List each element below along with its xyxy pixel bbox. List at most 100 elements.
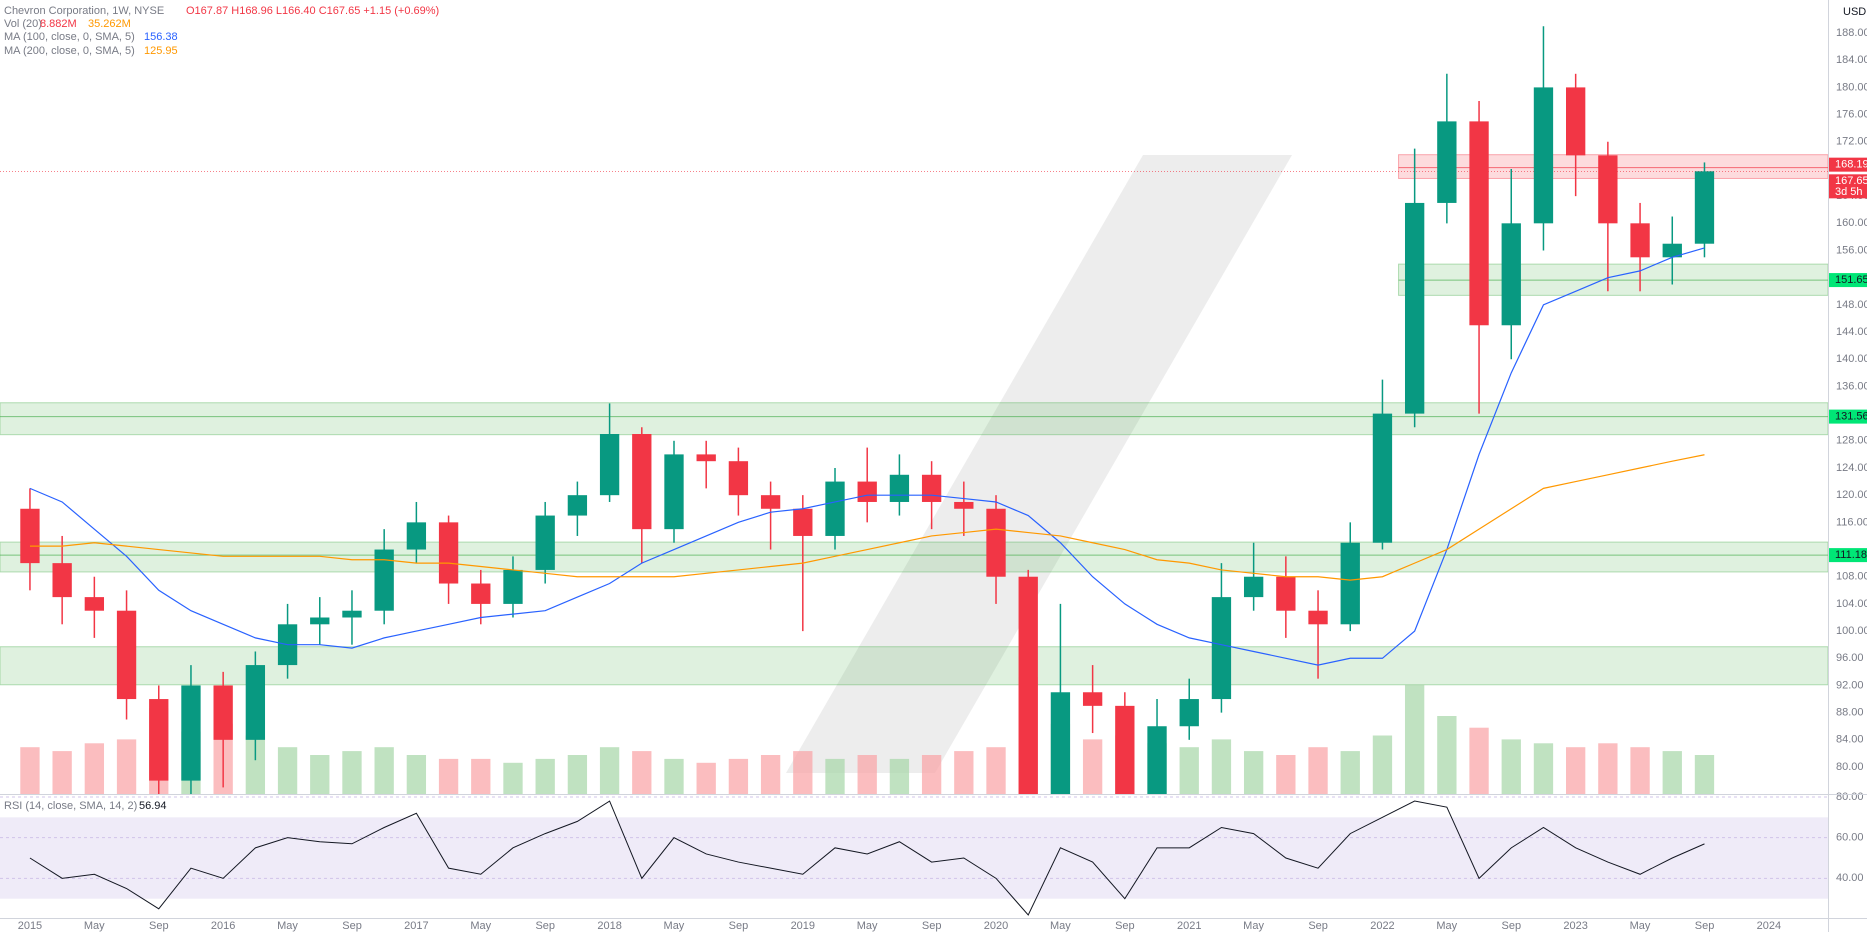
volume-bar (696, 762, 716, 794)
candle-body (1147, 726, 1167, 794)
x-tick-label: May (470, 920, 491, 932)
volume-bar (632, 751, 652, 794)
x-tick-label: Sep (729, 920, 749, 932)
candle-body (503, 569, 523, 604)
volume-bar (1211, 739, 1232, 794)
y-tick-label: 180.00 (1836, 81, 1867, 93)
ma200-value: 125.95 (144, 45, 178, 57)
candle-body (1018, 576, 1038, 794)
currency: USD (1843, 6, 1866, 18)
volume-bar (664, 758, 684, 794)
x-tick-label: May (664, 920, 685, 932)
volume-bar (728, 758, 749, 794)
volume-bar (1179, 747, 1199, 794)
volume-bar (1598, 743, 1618, 794)
x-tick-label: Sep (149, 920, 169, 932)
rsi-tick-label: 40.00 (1836, 872, 1864, 884)
candle-body (1598, 155, 1618, 224)
y-tick-label: 96.00 (1836, 652, 1864, 664)
volume-bar (1437, 716, 1457, 794)
ohlc: O167.87 H168.96 L166.40 C167.65 +1.15 (+… (186, 5, 439, 17)
x-tick-label: Sep (1308, 920, 1328, 932)
volume-ma-value: 35.262M (88, 18, 131, 30)
y-tick-label: 184.00 (1836, 54, 1867, 66)
x-tick-label: Sep (342, 920, 362, 932)
y-tick-label: 88.00 (1836, 707, 1864, 719)
candle-body (954, 501, 974, 509)
rsi-value: 56.94 (139, 800, 167, 812)
candle-body (20, 508, 40, 564)
rsi-line (29, 800, 1705, 916)
volume-bar (245, 735, 266, 794)
ma100-legend: MA (100, close, 0, SMA, 5) (4, 31, 135, 43)
volume-bar (406, 755, 427, 794)
countdown: 3d 5h (1835, 186, 1863, 198)
x-tick-label: May (277, 920, 298, 932)
rsi-legend: RSI (14, close, SMA, 14, 2) (4, 800, 137, 812)
volume-bar (277, 747, 298, 794)
candle-body (986, 508, 1006, 577)
y-tick-label: 116.00 (1836, 516, 1867, 528)
y-tick-label: 176.00 (1836, 108, 1867, 120)
price-label: 151.65 (1835, 274, 1867, 286)
candle-body (889, 474, 910, 502)
y-tick-label: 128.00 (1836, 435, 1867, 447)
volume-legend: Vol (20) (4, 18, 42, 30)
symbol-title: Chevron Corporation, 1W, NYSE (4, 5, 164, 17)
last-price-label: 167.65 (1835, 175, 1867, 187)
x-tick-label: 2021 (1177, 920, 1201, 932)
x-tick-label: 2017 (404, 920, 428, 932)
candle-body (1276, 576, 1296, 611)
candle-body (1694, 171, 1715, 244)
volume-bar (1243, 751, 1264, 794)
x-tick-label: May (1436, 920, 1457, 932)
candle-body (1179, 699, 1199, 727)
volume-bar (1082, 739, 1103, 794)
candle-body (728, 461, 749, 496)
volume-bar (793, 751, 813, 794)
candle-body (1469, 121, 1489, 326)
candle-body (1662, 243, 1682, 258)
volume-bar (374, 747, 394, 794)
price-label-bg (1829, 157, 1867, 172)
candle-body (760, 495, 781, 509)
candle-body (213, 685, 233, 740)
ma200-legend: MA (200, close, 0, SMA, 5) (4, 45, 135, 57)
y-tick-label: 108.00 (1836, 571, 1867, 583)
candle-body (52, 563, 72, 598)
x-tick-label: May (1050, 920, 1071, 932)
x-tick-label: May (84, 920, 105, 932)
y-tick-label: 92.00 (1836, 679, 1864, 691)
y-tick-label: 124.00 (1836, 462, 1867, 474)
volume-bar (1340, 751, 1360, 794)
x-tick-label: Sep (1695, 920, 1715, 932)
zone (0, 402, 1828, 436)
moving-average (29, 247, 1705, 666)
volume-value: 8.882M (40, 18, 77, 30)
candle-body (1566, 87, 1586, 156)
volume-bar (954, 751, 974, 794)
y-tick-label: 140.00 (1836, 353, 1867, 365)
watermark (786, 155, 1292, 773)
volume-bar (116, 739, 137, 794)
candle-body (664, 454, 684, 530)
candle-body (599, 434, 620, 496)
volume-bar (1469, 727, 1489, 794)
candle-body (1115, 705, 1135, 794)
price-label: 111.18 (1835, 549, 1867, 561)
volume-bar (857, 755, 877, 794)
volume-bar (921, 755, 942, 794)
volume-bar (1533, 743, 1554, 794)
candle-body (342, 610, 362, 618)
candle-body (438, 522, 459, 584)
candle-body (181, 685, 201, 781)
x-tick-label: Sep (922, 920, 942, 932)
x-tick-label: May (1630, 920, 1651, 932)
volume-bar (825, 758, 845, 794)
y-tick-label: 136.00 (1836, 380, 1867, 392)
x-tick-label: Sep (1502, 920, 1522, 932)
candle-body (116, 610, 137, 700)
x-tick-label: 2016 (211, 920, 235, 932)
candle-body (1437, 121, 1457, 203)
volume-bar (986, 747, 1006, 794)
